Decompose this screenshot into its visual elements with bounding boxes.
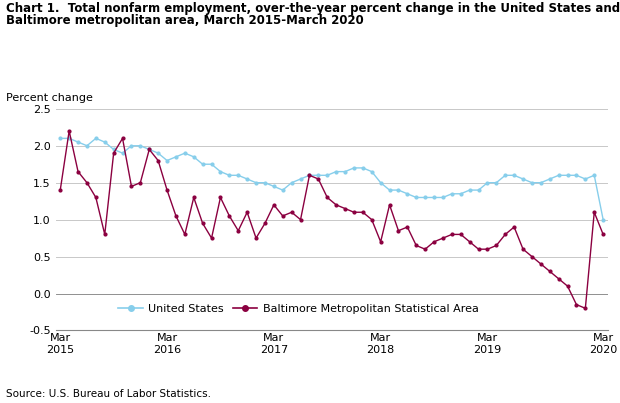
- Legend: United States, Baltimore Metropolitan Statistical Area: United States, Baltimore Metropolitan St…: [114, 299, 483, 318]
- Text: Baltimore metropolitan area, March 2015-March 2020: Baltimore metropolitan area, March 2015-…: [6, 14, 364, 27]
- Text: Chart 1.  Total nonfarm employment, over-the-year percent change in the United S: Chart 1. Total nonfarm employment, over-…: [6, 2, 620, 15]
- Text: Source: U.S. Bureau of Labor Statistics.: Source: U.S. Bureau of Labor Statistics.: [6, 389, 211, 399]
- Text: Percent change: Percent change: [6, 93, 93, 103]
